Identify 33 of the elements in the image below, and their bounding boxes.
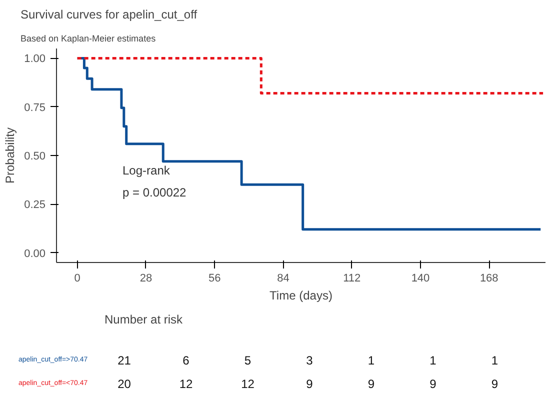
chart-title: Survival curves for apelin_cut_off [20, 8, 198, 22]
text: 9 [430, 377, 437, 392]
x-tick-label: 112 [343, 272, 361, 284]
text: 3 [306, 353, 314, 368]
chart-subtitle: Based on Kaplan-Meier estimates [20, 34, 156, 44]
text: 21 [118, 353, 132, 368]
x-tick-label: 168 [480, 272, 498, 284]
x-tick-label: 84 [277, 272, 290, 284]
text: 5 [244, 353, 252, 368]
text: 20 [118, 377, 132, 392]
y-tick-label: 0.75 [24, 102, 46, 114]
text: Number at risk [104, 312, 184, 326]
text: 9 [491, 377, 498, 392]
text: 1 [491, 353, 498, 368]
text: 12 [179, 377, 193, 392]
y-tick-label: 1.00 [24, 53, 46, 66]
text: 12 [241, 377, 255, 392]
text: 9 [306, 377, 314, 392]
y-tick-label: 0.00 [24, 248, 46, 260]
annotation: p = 0.00022 [122, 186, 187, 200]
y-tick-label: 0.50 [24, 150, 46, 162]
annotation: Log-rank [122, 164, 171, 178]
x-tick-label: 0 [74, 272, 80, 284]
text: 9 [368, 377, 375, 392]
x-axis-title: Time (days) [270, 288, 332, 302]
text: 1 [430, 353, 437, 368]
y-tick-label: 0.25 [24, 199, 46, 212]
text: 6 [182, 353, 190, 368]
x-tick-label: 28 [140, 272, 152, 284]
text: 1 [368, 353, 375, 368]
x-tick-label: 140 [411, 272, 430, 284]
y-axis-title: Probability [3, 127, 18, 184]
x-tick-label: 56 [208, 272, 221, 284]
